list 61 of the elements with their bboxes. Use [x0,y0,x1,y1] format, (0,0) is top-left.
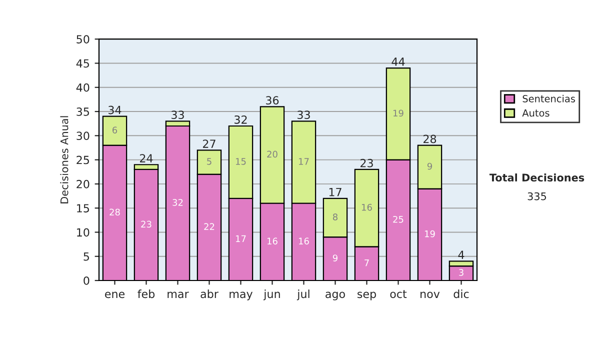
x-tick-label: may [230,292,253,300]
y-axis-title: Decisiones Anual [60,116,68,204]
y-tick-label: 30 [76,132,90,140]
total-label: 33 [298,110,310,120]
x-tick-label: jun [263,290,280,300]
data-label: 7 [364,260,369,266]
data-label: 16 [299,238,309,244]
y-tick-label: 5 [84,252,89,261]
total-label: 28 [423,134,436,144]
data-label: 6 [112,126,118,134]
y-tick-label: 50 [76,35,90,44]
data-label: 22 [204,223,214,230]
legend-label: Autos [522,109,550,117]
data-label: 32 [172,199,183,206]
x-tick-label: nov [420,292,440,298]
total-label: 17 [329,188,342,196]
y-tick-label: 45 [76,59,89,68]
y-tick-label: 0 [84,276,90,285]
text: Total Decisiones [489,173,584,182]
x-tick-label: oct [390,290,407,298]
y-tick-label: 20 [76,180,90,188]
x-tick-label: dic [454,290,469,298]
data-label: 15 [236,158,246,165]
total-label: 4 [458,250,464,259]
data-label: 17 [236,235,246,242]
y-tick-label: 40 [76,83,90,92]
data-label: 16 [268,238,278,244]
data-label: 5 [207,158,212,165]
data-label: 19 [394,110,404,117]
data-label: 16 [362,204,372,211]
data-label: 9 [332,254,338,262]
y-tick-label: 25 [76,156,89,164]
x-tick-label: ene [105,292,125,298]
total-label: 36 [266,96,279,105]
x-tick-label: sep [358,292,376,300]
x-tick-label: jul [296,290,310,300]
y-tick-label: 15 [77,204,89,212]
x-tick-label: abr [200,290,218,298]
x-tick-label: ago [326,292,345,300]
data-label: 8 [332,214,338,220]
text: 335 [528,192,546,200]
data-label: 19 [425,230,435,238]
total-label: 32 [234,115,247,124]
y-tick-label: 10 [77,228,90,237]
data-label: 3 [459,269,464,276]
data-label: 25 [393,216,404,223]
legend-label: Sentencias [522,94,576,102]
total-label: 27 [202,140,216,148]
y-tick-label: 35 [76,107,89,116]
x-tick-label: mar [168,292,189,298]
data-label: 9 [427,162,432,170]
data-label: 28 [110,208,120,216]
data-label: 17 [299,158,309,165]
total-label: 44 [392,58,405,66]
data-label: 20 [267,150,278,158]
total-label: 33 [172,110,184,120]
total-label: 24 [140,154,153,162]
total-label: 23 [360,158,373,168]
x-tick-label: feb [138,290,155,298]
total-label: 34 [108,106,122,114]
data-label: 23 [141,220,152,228]
